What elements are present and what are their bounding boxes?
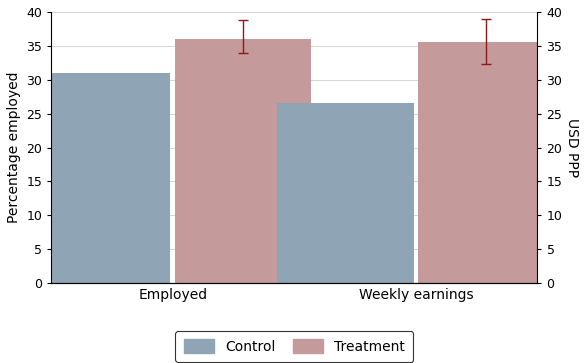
Bar (418, 42, 554, 283)
Y-axis label: USD PPP: USD PPP (565, 118, 579, 177)
Bar (175, 39, 311, 283)
Bar (35, 73, 171, 283)
Y-axis label: Percentage employed: Percentage employed (7, 72, 21, 223)
Legend: Control, Treatment: Control, Treatment (175, 331, 413, 362)
Bar (277, 103, 414, 283)
